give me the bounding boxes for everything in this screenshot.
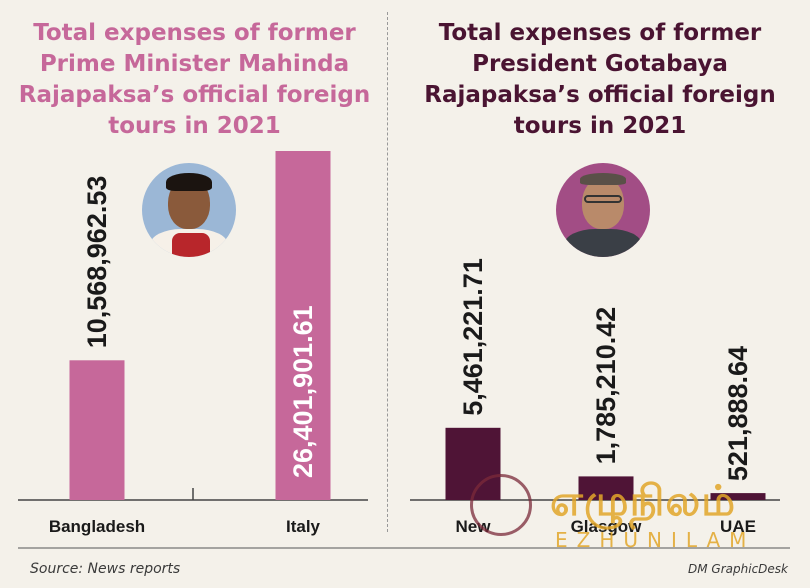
data-label: 521,888.64: [723, 346, 753, 481]
bar-glasgow: [578, 476, 634, 500]
panel-divider: [387, 12, 388, 532]
category-label: Italy: [286, 517, 321, 536]
data-label: 5,461,221.71: [458, 258, 488, 416]
data-label: 10,568,962.53: [82, 176, 112, 349]
chart-title-left: Total expenses of former Prime Minister …: [18, 20, 371, 139]
source-note: Source: News reports: [30, 561, 181, 577]
category-label: Glasgow: [571, 517, 643, 536]
chart-title-right: Total expenses of former President Gotab…: [424, 20, 776, 139]
data-label: 1,785,210.42: [591, 307, 621, 465]
category-label: Bangladesh: [49, 517, 145, 536]
bar-uae: [710, 493, 766, 500]
bar-charts: 10,568,962.53 Bangladesh 26,401,901.61 Ital…: [18, 151, 790, 549]
ezhunilam-logo: [470, 474, 532, 536]
data-label: 26,401,901.61: [288, 305, 318, 478]
category-label: UAE: [720, 517, 756, 536]
graphic-credit: DM GraphicDesk: [688, 562, 788, 576]
bar-italy: [275, 151, 331, 500]
bar-bangladesh: [69, 360, 125, 500]
watermark-latin: EZHUNILAM: [555, 528, 756, 552]
mahinda-portrait: [142, 163, 236, 257]
watermark-script: எழுநிலம்: [550, 476, 737, 525]
gotabaya-portrait: [556, 163, 650, 257]
